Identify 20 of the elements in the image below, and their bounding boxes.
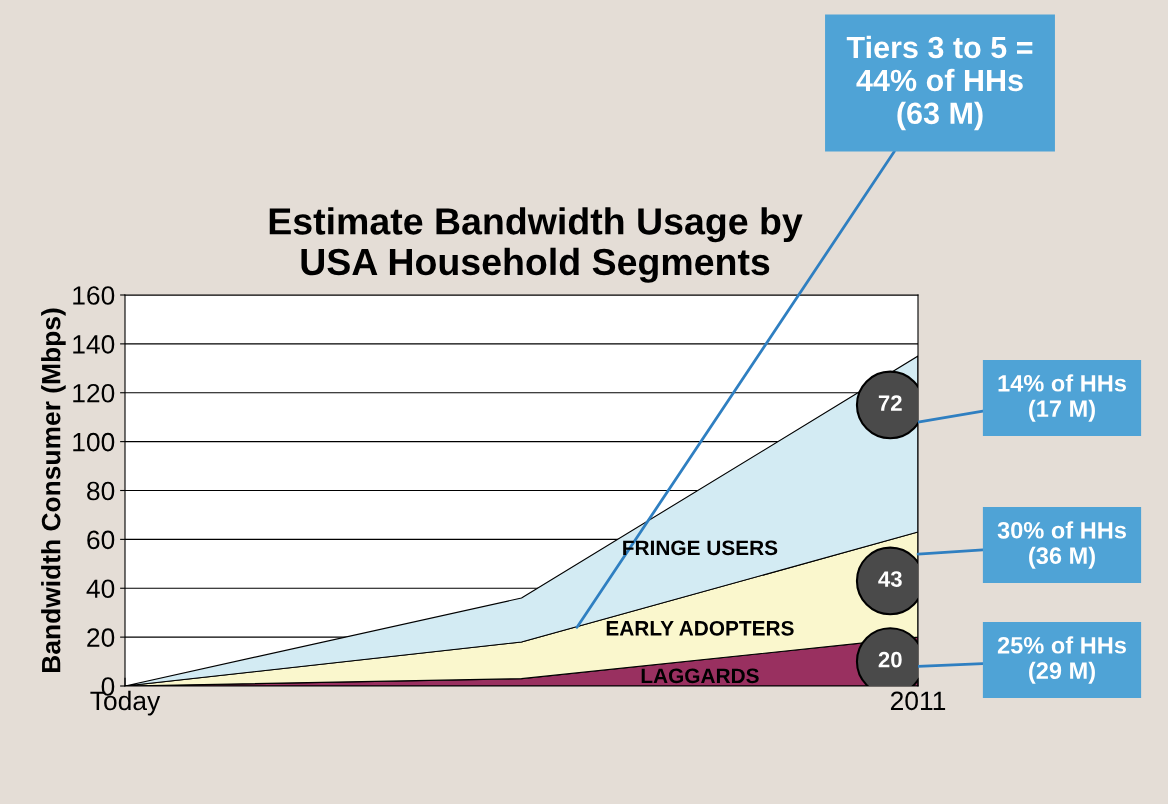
series-label: EARLY ADOPTERS — [606, 620, 794, 636]
y-tick-label: 160 — [73, 286, 115, 305]
text: Tiers 3 to 5 = 44% of HHs (63 M) — [846, 35, 1033, 131]
data-label: 43 — [878, 571, 902, 587]
y-tick-label: 20 — [87, 628, 115, 647]
y-tick-label: 100 — [73, 432, 115, 452]
y-tick-label: 140 — [73, 335, 115, 354]
y-tick-label: 80 — [87, 481, 115, 501]
series-label: LAGGARDS — [641, 668, 759, 684]
x-tick-label: 2011 — [890, 691, 946, 711]
data-label: 72 — [878, 395, 902, 411]
y-tick-label: 120 — [73, 383, 115, 403]
annotation: 25% of HHs (29 M) — [997, 636, 1126, 684]
annotation: 30% of HHs (36 M) — [997, 521, 1126, 569]
y-axis-title: Bandwidth Consumer (Mbps) — [41, 308, 66, 672]
y-tick-label: 40 — [86, 579, 115, 599]
annotation: 14% of HHs (17 M) — [998, 374, 1126, 422]
data-label: 20 — [878, 651, 902, 668]
y-tick-label: 60 — [87, 530, 115, 550]
chart-title: Estimate Bandwidth Usage by USA Household Segments — [269, 207, 803, 283]
